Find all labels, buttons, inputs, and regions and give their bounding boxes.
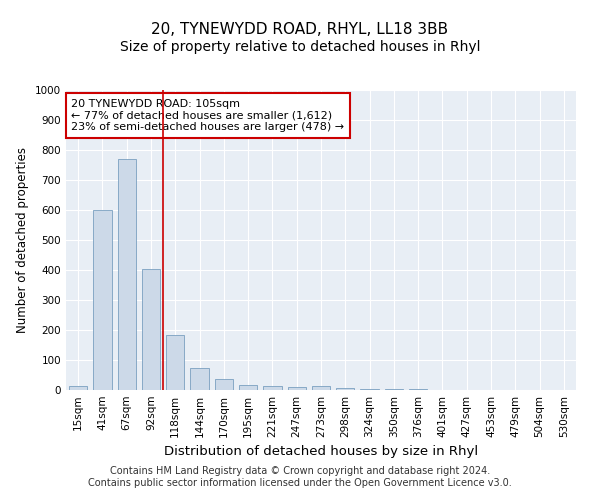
Text: Size of property relative to detached houses in Rhyl: Size of property relative to detached ho… <box>120 40 480 54</box>
Bar <box>166 334 184 390</box>
Bar <box>118 159 136 390</box>
Bar <box>287 387 306 390</box>
Text: 20 TYNEWYDD ROAD: 105sqm
← 77% of detached houses are smaller (1,612)
23% of sem: 20 TYNEWYDD ROAD: 105sqm ← 77% of detach… <box>71 99 344 132</box>
Bar <box>215 378 233 390</box>
X-axis label: Distribution of detached houses by size in Rhyl: Distribution of detached houses by size … <box>164 446 478 458</box>
Text: Contains HM Land Registry data © Crown copyright and database right 2024.
Contai: Contains HM Land Registry data © Crown c… <box>88 466 512 487</box>
Bar <box>239 384 257 390</box>
Bar <box>263 386 281 390</box>
Bar <box>94 210 112 390</box>
Text: 20, TYNEWYDD ROAD, RHYL, LL18 3BB: 20, TYNEWYDD ROAD, RHYL, LL18 3BB <box>151 22 449 38</box>
Bar <box>312 386 330 390</box>
Y-axis label: Number of detached properties: Number of detached properties <box>16 147 29 333</box>
Bar <box>361 389 379 390</box>
Bar <box>190 368 209 390</box>
Bar <box>385 389 403 390</box>
Bar <box>142 268 160 390</box>
Bar <box>69 386 87 390</box>
Bar <box>336 388 355 390</box>
